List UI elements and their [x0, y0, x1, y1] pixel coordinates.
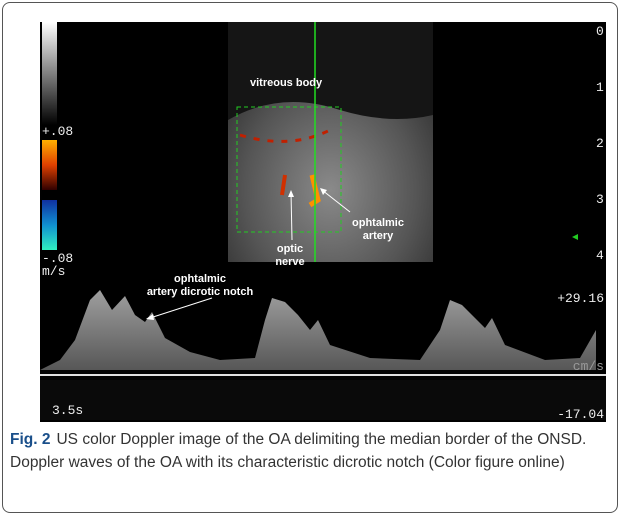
label-vitreous: vitreous body — [250, 77, 323, 89]
vitreous-region — [228, 22, 433, 120]
velocity-unit: cm/s — [573, 359, 604, 374]
depth-mark: 1 — [596, 80, 604, 95]
grayscale-bar — [42, 22, 57, 125]
caption-text: US color Doppler image of the OA delimit… — [10, 431, 586, 471]
depth-mark: 3 — [596, 192, 604, 207]
time-scale: 3.5s — [52, 403, 83, 418]
caption-label: Fig. 2 — [10, 431, 50, 448]
depth-mark: 0 — [596, 24, 604, 39]
velocity-bottom: -17.04 — [557, 407, 604, 422]
velocity-top: +29.16 — [557, 291, 604, 306]
scale-top: +.08 — [42, 124, 73, 139]
page: +.08 -.08 m/s vitreous body opticnerve o… — [0, 0, 622, 517]
depth-mark: 2 — [596, 136, 604, 151]
color-bar-negative — [42, 200, 57, 250]
scale-unit: m/s — [42, 264, 65, 279]
depth-mark: 4 — [596, 248, 604, 263]
color-bar-positive — [42, 140, 57, 190]
reverse-strip — [40, 380, 606, 420]
